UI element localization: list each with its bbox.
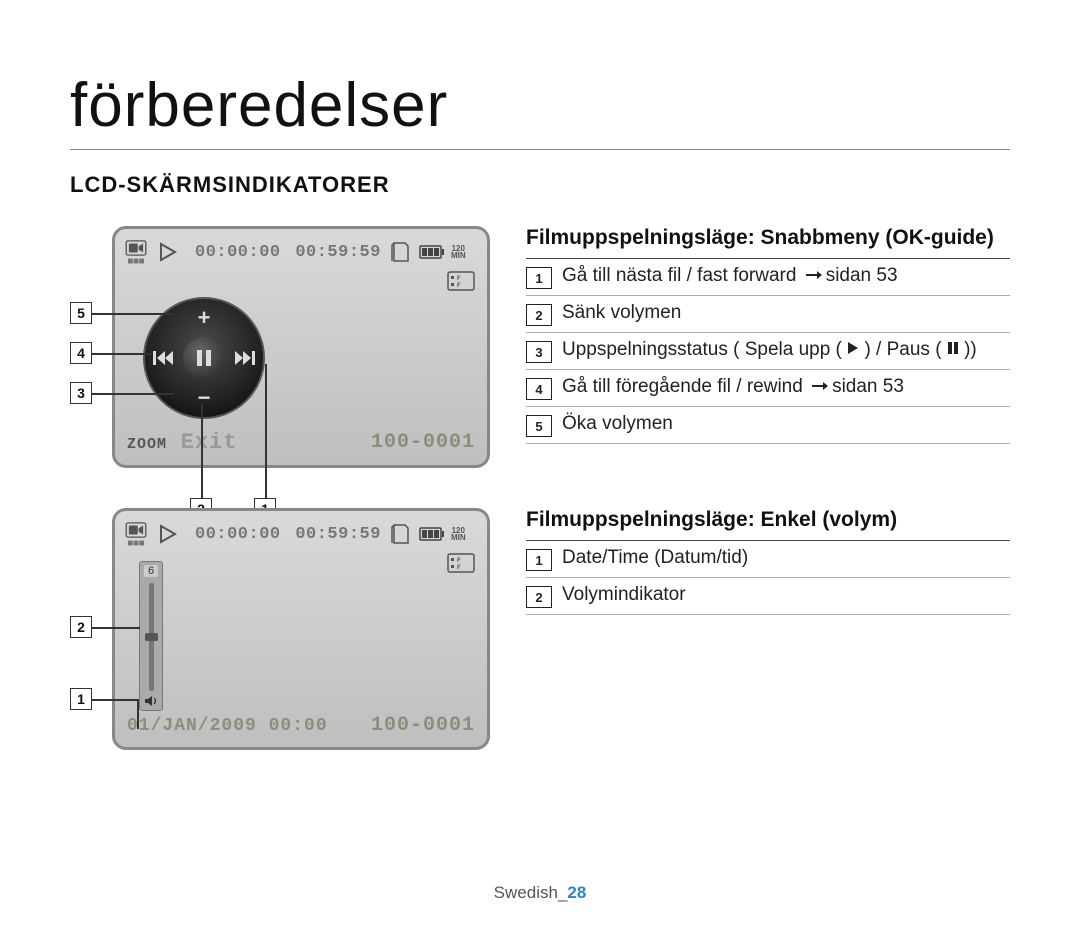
cc-icon: FF (447, 271, 475, 291)
arrow-icon (805, 269, 823, 281)
callout-3: 3 (70, 382, 92, 404)
block-volume: 00:00:00 00:59:59 120MIN FF 6 (70, 508, 1010, 750)
play-pause-center[interactable] (183, 337, 225, 379)
mode-icon (125, 522, 147, 547)
next-forward[interactable] (235, 350, 255, 366)
speaker-icon (144, 695, 158, 707)
desc2-row: 2 Volymindikator (526, 578, 1010, 615)
time-counter: 00:00:00 00:59:59 (195, 243, 381, 262)
desc1-title: Filmuppspelningsläge: Snabbmeny (OK-guid… (526, 226, 1010, 250)
desc2-title: Filmuppspelningsläge: Enkel (volym) (526, 508, 1010, 532)
callout-2b: 2 (70, 616, 92, 638)
battery-icon (419, 526, 445, 542)
lcd-volume: 00:00:00 00:59:59 120MIN FF 6 (112, 508, 490, 750)
desc2-list: 1 Date/Time (Datum/tid) 2 Volymindikator (526, 540, 1010, 615)
svg-text:F: F (457, 558, 461, 564)
desc1-list: 1 Gå till nästa fil / fast forward sidan… (526, 258, 1010, 444)
lcd-quickmenu: 00:00:00 00:59:59 120MIN FF + − (112, 226, 490, 468)
minutes-indicator: 120MIN (451, 527, 466, 541)
datetime: 01/JAN/2009 00:00 (127, 716, 328, 736)
callout-1b: 1 (70, 688, 92, 710)
elapsed-time: 00:00:00 (195, 243, 281, 262)
battery-icon (419, 244, 445, 260)
cc-icon: FF (447, 553, 475, 573)
svg-text:F: F (457, 276, 461, 282)
volume-up[interactable]: + (198, 305, 211, 331)
callout-4: 4 (70, 342, 92, 364)
svg-text:F: F (457, 565, 461, 571)
mode-icon (125, 240, 147, 265)
time-counter: 00:00:00 00:59:59 (195, 525, 381, 544)
prev-rewind[interactable] (153, 350, 173, 366)
card-icon (391, 523, 411, 545)
desc1-row: 3 Uppspelningsstatus ( Spela upp ( ) / P… (526, 333, 1010, 370)
zoom-exit: ZOOM Exit (127, 430, 237, 455)
arrow-icon (811, 380, 829, 392)
callout-5: 5 (70, 302, 92, 324)
nav-wheel: + − (143, 297, 265, 419)
desc1-row: 5 Öka volymen (526, 407, 1010, 444)
section-title: LCD-SKÄRMSINDIKATORER (70, 172, 1010, 198)
minutes-indicator: 120MIN (451, 245, 466, 259)
block-quickmenu: 00:00:00 00:59:59 120MIN FF + − (70, 226, 1010, 468)
page-footer: Swedish_28 (0, 883, 1080, 903)
volume-slider: 6 (139, 561, 163, 711)
desc1-row: 1 Gå till nästa fil / fast forward sidan… (526, 259, 1010, 296)
total-time: 00:59:59 (295, 243, 381, 262)
play-icon (847, 341, 859, 355)
desc1-row: 4 Gå till föregående fil / rewind sidan … (526, 370, 1010, 407)
volume-down[interactable]: − (198, 385, 211, 411)
file-number: 100-0001 (371, 714, 475, 737)
page-title: förberedelser (70, 70, 1010, 141)
card-icon (391, 241, 411, 263)
desc1-row: 2 Sänk volymen (526, 296, 1010, 333)
svg-text:F: F (457, 283, 461, 289)
file-number: 100-0001 (371, 431, 475, 454)
title-rule (70, 149, 1010, 150)
play-state-icon (157, 524, 177, 544)
play-state-icon (157, 242, 177, 262)
volume-value: 6 (144, 565, 158, 577)
pause-icon (947, 341, 959, 355)
desc2-row: 1 Date/Time (Datum/tid) (526, 541, 1010, 578)
